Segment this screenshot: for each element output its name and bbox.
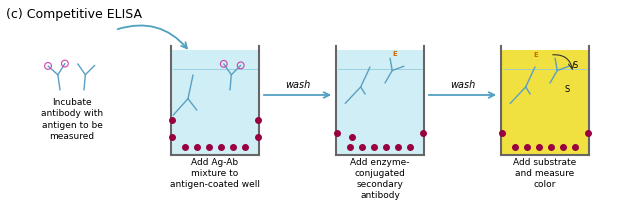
Text: S: S <box>572 60 578 70</box>
Bar <box>501 50 589 155</box>
Text: Add Ag-Ab
mixture to
antigen-coated well: Add Ag-Ab mixture to antigen-coated well <box>170 158 260 189</box>
Text: E: E <box>392 51 397 57</box>
Text: S: S <box>564 86 570 95</box>
Text: Incubate
antibody with
antigen to be
measured: Incubate antibody with antigen to be mea… <box>41 98 103 141</box>
Text: wash: wash <box>285 80 310 90</box>
Text: Add substrate
and measure
color: Add substrate and measure color <box>514 158 577 189</box>
Bar <box>171 50 259 155</box>
Text: E: E <box>534 52 539 58</box>
Text: Add enzyme-
conjugated
secondary
antibody: Add enzyme- conjugated secondary antibod… <box>350 158 410 200</box>
Text: wash: wash <box>450 80 475 90</box>
Text: (c) Competitive ELISA: (c) Competitive ELISA <box>6 8 142 21</box>
Bar <box>336 50 424 155</box>
